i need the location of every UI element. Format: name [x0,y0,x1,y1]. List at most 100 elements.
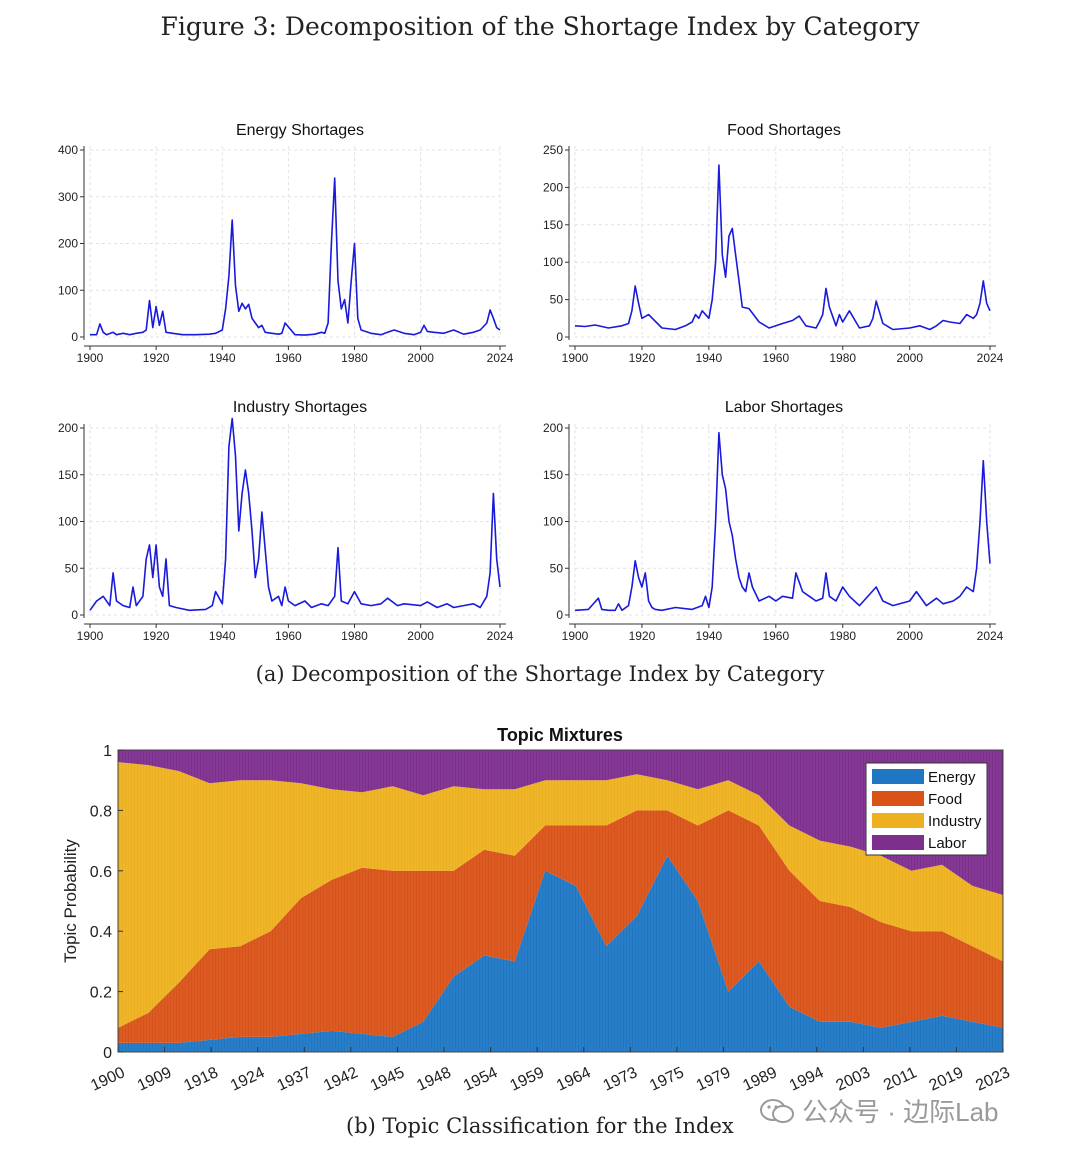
caption-a: (a) Decomposition of the Shortage Index … [255,662,825,686]
legend-swatch [872,835,924,850]
y-tick-label: 200 [58,237,78,251]
legend-swatch [872,769,924,784]
x-tick-label: 1920 [629,351,656,365]
x-tick-label: 1960 [275,351,302,365]
legend-label: Labor [928,835,966,852]
line-chart-1: Energy Shortages 0 100 200 300 400 1900 1920 194… [58,122,514,365]
legend-label: Food [928,791,962,808]
x-tick-label: 1960 [275,629,302,643]
x-tick-label: 1964 [554,1064,594,1094]
y-tick-label: 0.8 [90,803,112,820]
y-tick-label: 150 [543,218,563,232]
y-tick-label: 100 [543,255,563,269]
x-tick-label: 1940 [696,351,723,365]
y-tick-label: 100 [58,283,78,297]
y-tick-label: 200 [58,421,78,435]
x-tick-label: 1945 [368,1064,408,1094]
y-tick-label: 50 [65,561,79,575]
y-tick-label: 200 [543,421,563,435]
series-line [90,177,501,336]
y-tick-label: 0 [556,330,563,344]
legend-label: Industry [928,813,982,830]
chart-title: Energy Shortages [236,122,364,139]
legend-swatch [872,791,924,806]
x-tick-label: 1989 [740,1064,780,1094]
x-tick-label: 1979 [694,1064,734,1094]
y-tick-label: 300 [58,190,78,204]
line-chart-3: Industry Shortages 0 50 100 150 200 1900 1920 19… [58,399,514,643]
x-tick-label: 1920 [143,629,170,643]
watermark-text: 公众号 · 边际Lab [802,1097,999,1127]
wechat-icon [760,1098,794,1123]
x-tick-label: 1948 [414,1064,454,1094]
y-tick-label: 100 [58,515,78,529]
area-food [118,810,1003,1043]
series-line [574,431,991,612]
y-tick-label: 50 [550,293,564,307]
series-line [574,164,991,331]
x-tick-label: 2024 [487,629,514,643]
figure-title: Figure 3: Decomposition of the Shortage … [160,12,920,41]
x-tick-label: 2011 [881,1064,919,1094]
x-tick-label: 1924 [228,1064,268,1094]
x-tick-label: 1900 [77,351,104,365]
x-tick-label: 2024 [487,351,514,365]
y-tick-label: 1 [103,743,112,760]
x-tick-label: 1900 [562,629,589,643]
area-energy [118,855,1003,1052]
y-tick-label: 400 [58,143,78,157]
y-tick-label: 0.6 [90,864,112,881]
x-tick-label: 1937 [275,1064,315,1094]
x-tick-label: 1954 [461,1064,501,1094]
x-tick-label: 1994 [787,1064,827,1094]
area-industry [118,762,1003,1028]
y-tick-label: 0 [71,608,78,622]
y-tick-label: 250 [543,143,563,157]
x-tick-label: 1973 [601,1064,641,1094]
x-tick-label: 2000 [407,351,434,365]
y-tick-label: 100 [543,515,563,529]
x-tick-label: 1960 [762,351,789,365]
x-tick-label: 2003 [834,1064,874,1094]
series-line [89,417,501,612]
x-tick-label: 1918 [181,1064,221,1094]
topic-mixtures-chart: Topic Mixtures 0 0.2 0.4 0.6 0.8 1 Topic Probab… [61,725,1013,1095]
x-tick-label: 1975 [647,1064,687,1094]
x-tick-label: 2024 [977,351,1004,365]
chart-title: Labor Shortages [725,399,843,416]
x-tick-label: 2000 [896,629,923,643]
legend: Energy Food Industry Labor [865,762,988,856]
x-tick-label: 1960 [762,629,789,643]
y-axis-label: Topic Probability [61,839,80,963]
x-tick-label: 1940 [209,351,236,365]
y-tick-label: 0.2 [90,985,112,1002]
y-tick-label: 200 [543,180,563,194]
x-tick-label: 1920 [629,629,656,643]
x-tick-label: 1920 [143,351,170,365]
x-tick-label: 1900 [88,1064,128,1094]
chart-title: Industry Shortages [233,399,367,416]
caption-b: (b) Topic Classification for the Index [346,1114,734,1138]
x-tick-label: 2000 [896,351,923,365]
x-tick-label: 2000 [407,629,434,643]
y-tick-label: 0 [103,1045,112,1062]
x-tick-label: 2019 [927,1064,967,1094]
x-tick-label: 1980 [341,351,368,365]
y-tick-label: 0 [71,330,78,344]
x-tick-label: 1900 [562,351,589,365]
plot-frame [117,749,1004,1053]
x-tick-label: 1942 [321,1064,361,1094]
x-tick-label: 1909 [135,1064,175,1094]
x-tick-label: 1959 [507,1064,547,1094]
y-tick-label: 0.4 [90,924,112,941]
x-tick-label: 1900 [77,629,104,643]
y-tick-label: 150 [58,468,78,482]
y-tick-label: 150 [543,468,563,482]
chart-title: Topic Mixtures [497,725,623,745]
x-tick-label: 1940 [209,629,236,643]
x-tick-label: 1940 [696,629,723,643]
chart-title: Food Shortages [727,122,841,139]
line-chart-2: Food Shortages 0 50 100 150 200 250 1900 1920 194… [543,122,1004,365]
watermark: 公众号 · 边际Lab [760,1092,999,1129]
